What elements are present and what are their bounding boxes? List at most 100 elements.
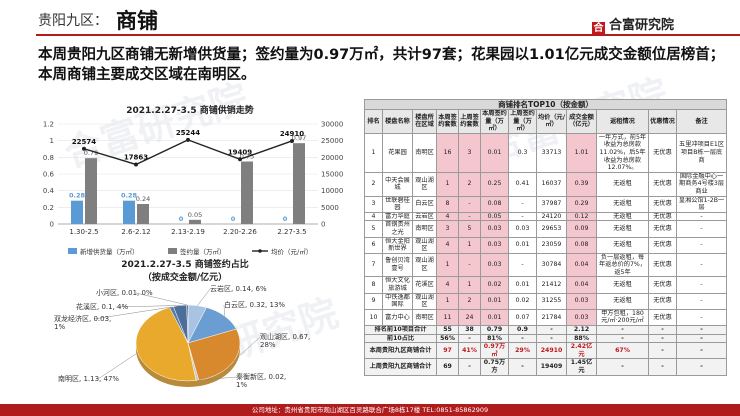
pie-leader-line [115, 305, 180, 308]
table-cell: 21784 [536, 308, 567, 327]
table-cell: 无返租 [596, 171, 649, 197]
table-cell: 恒大金阳新世界 [382, 236, 413, 254]
summary-cell: 前10占比 [364, 333, 437, 344]
table-cell: 恒大文化旅游城 [382, 276, 413, 294]
table-cell: 无优惠 [648, 308, 677, 327]
table-cell: 1 [364, 132, 383, 173]
sales-bar [241, 161, 253, 224]
summary-cell: - [596, 333, 649, 344]
table-cell: 首钢贵州之光 [382, 220, 413, 238]
table-cell: - [675, 211, 728, 222]
table-cell: 33713 [536, 132, 567, 173]
table-cell: 无优惠 [648, 292, 677, 310]
table-cell: 无优惠 [648, 132, 677, 173]
pie-leader-line [97, 352, 138, 380]
sales-bar [137, 204, 149, 224]
price-data-label: 19409 [228, 148, 252, 156]
summary-cell: - [648, 325, 677, 335]
table-cell: 观山湖区 [412, 292, 437, 310]
summary-cell: - [675, 325, 728, 335]
table-cell: 16 [436, 132, 459, 173]
y-right-tick-label: 15000 [321, 171, 343, 179]
table-cell: 世联碧桂园 [382, 195, 413, 213]
pie-data-label: 白云区, 0.32, 13% [224, 300, 285, 309]
table-row: 3 世联碧桂园 白云区 8-0.08-37987 0.29 无返租 无优惠 皇湘公馆1-2B一… [364, 195, 728, 213]
table-cell: 0.03 [480, 220, 509, 238]
table-cell: 观山湖区 [412, 236, 437, 254]
summary-cell: 97 [436, 342, 459, 360]
x-tick-label: 1.30-2.5 [69, 228, 98, 236]
table-cell: 鲁创贝湾壹号 [382, 252, 413, 278]
table-header-cell: 优惠情况 [648, 109, 677, 134]
sales-data-label: 0.24 [136, 195, 150, 203]
table-cell: 29653 [536, 220, 567, 238]
price-data-label: 25244 [176, 129, 200, 137]
pie-leader-line [197, 288, 211, 306]
table-cell: 4 [436, 276, 459, 294]
y-left-tick-label: 0.8 [43, 154, 54, 162]
x-tick-label: 2.27-3.5 [277, 228, 306, 236]
table-cell: 1 [436, 292, 459, 310]
table-cell: 无返租 [596, 220, 649, 238]
pie-data-label-line: 1% [236, 381, 247, 389]
supply-data-label: 0.28 [69, 192, 86, 200]
pie-subtitle: （按成交金额/亿元） [142, 273, 228, 283]
table-cell: 0.08 [480, 195, 509, 213]
table-cell: 2 [364, 171, 383, 197]
sales-data-label: 0.79 [84, 149, 98, 157]
sales-bar [85, 158, 97, 224]
table-cell: 0.04 [566, 252, 597, 278]
table-cell: 无返租 [596, 276, 649, 294]
legend-label: 签约量（万㎡） [180, 247, 226, 256]
header-divider [586, 34, 740, 36]
price-data-label: 24910 [280, 130, 304, 138]
supply-data-label: 0 [283, 215, 288, 223]
table-cell: 无优惠 [648, 220, 677, 238]
summary-cell: - [458, 333, 481, 344]
table-header-cell: 上周签约套数 [458, 109, 481, 134]
x-tick-label: 2.6-2.12 [121, 228, 150, 236]
table-cell: 24 [458, 308, 481, 327]
table-cell: 云岩区 [412, 211, 437, 222]
pie-data-label: 花溪区, 0.1, 4% [76, 302, 128, 311]
summary-cell: 19409 [536, 358, 567, 376]
table-cell: 0.03 [480, 252, 509, 278]
table-header-cell: 上周签约量（万㎡） [508, 109, 537, 134]
price-point [186, 137, 190, 142]
table-cell: - [675, 220, 728, 238]
page-title: 商铺 [116, 9, 158, 33]
table-cell: 4 [436, 211, 459, 222]
table-cell: 16037 [536, 171, 567, 197]
table-cell: 3 [458, 132, 481, 173]
table-cell: 0.03 [566, 292, 597, 310]
slide-header: 贵阳九区： 商铺 合合富研究院 [0, 0, 740, 40]
table-cell: 无优惠 [648, 195, 677, 213]
pie-leader-line [223, 304, 225, 316]
y-right-tick-label: 0 [321, 221, 325, 229]
table-row: 2 中天会展城 观山湖区 1 2 0.25 0.41 16037 0.39 无返租 无优惠 国际金融中… [364, 171, 728, 197]
table-cell: 31255 [536, 292, 567, 310]
header-divider [36, 34, 586, 36]
table-row: 4 富力华庭 云岩区 4-0.05-24120 0.12 无返租 无优惠 - [364, 211, 728, 222]
table-cell: 无返租 [596, 292, 649, 310]
table-cell: 0.01 [480, 292, 509, 310]
legend-label: 新增供货量（万㎡） [80, 247, 139, 256]
summary-row: 排名前10项目合计 55 38 0.79 0.9-2.12- - - [364, 325, 728, 335]
pie-data-label: 观山湖区, 0.67, 28% [260, 332, 310, 349]
supply-data-label: 0 [231, 215, 236, 223]
table-cell: - [675, 276, 728, 294]
pie-leader-line [135, 292, 188, 306]
summary-cell: - [596, 325, 649, 335]
pie-data-label: 秦衡新区, 0.02, 1% [236, 372, 286, 389]
price-data-label: 17863 [124, 153, 148, 161]
pie-leader-line [93, 306, 172, 320]
summary-cell: - [508, 358, 537, 376]
legend-swatch-sales [168, 248, 177, 254]
pie-leader-line [197, 376, 237, 381]
pie-data-label-line: 南明区, 1.13, 47% [58, 374, 119, 383]
summary-cell: - [675, 333, 728, 344]
price-point [290, 138, 294, 143]
summary-cell: 排名前10项目合计 [364, 325, 437, 335]
table-cell: 0.39 [566, 171, 597, 197]
summary-cell: 上周贵阳九区商铺合计 [364, 358, 437, 376]
